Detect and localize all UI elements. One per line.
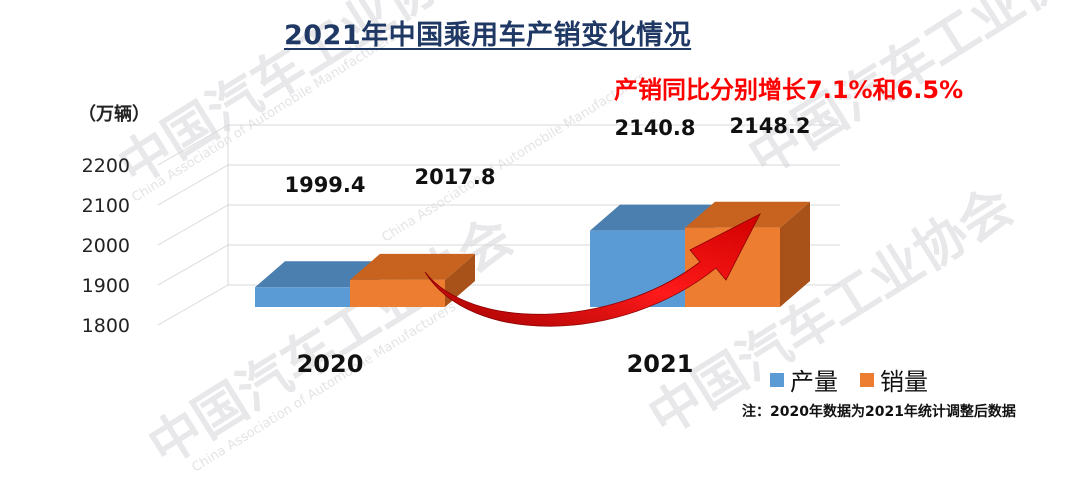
y-axis-unit-label: （万辆） (78, 104, 150, 125)
y-tick-label: 1800 (82, 315, 130, 337)
legend-swatch-sales (860, 372, 874, 387)
growth-callout: 产销同比分别增长7.1%和6.5% (614, 76, 964, 104)
bar-top (350, 253, 475, 280)
bar-chart: 2200 2100 2000 1900 1800 1999.4 2017.8 2140.8 2… (82, 114, 840, 378)
legend-label-sales: 销量 (880, 368, 928, 396)
data-label: 2017.8 (414, 165, 495, 189)
legend-label-production: 产量 (790, 368, 838, 396)
growth-arrow (424, 213, 761, 327)
x-category-label: 2021 (627, 350, 694, 378)
gridline (157, 164, 840, 206)
y-tick-label: 1900 (82, 275, 130, 297)
data-label: 2140.8 (614, 116, 695, 140)
data-label: 2148.2 (729, 114, 810, 138)
legend: 产量 销量 (770, 362, 928, 397)
bar-sales-2020 (350, 279, 445, 307)
footnote: 注：2020年数据为2021年统计调整后数据 (742, 404, 1016, 420)
bar-production-2020 (255, 287, 350, 307)
y-tick-label: 2100 (82, 195, 130, 217)
y-tick-label: 2200 (82, 155, 130, 177)
bar-side (780, 201, 810, 307)
bar-side (445, 253, 475, 307)
legend-swatch-production (770, 372, 784, 387)
chart-title: 2021年中国乘用车产销变化情况 (284, 20, 692, 51)
data-label: 1999.4 (284, 173, 365, 197)
bar-top (590, 204, 715, 231)
y-tick-label: 2000 (82, 235, 130, 257)
bar-top (685, 201, 810, 228)
bar-top (255, 261, 380, 288)
x-category-label: 2020 (297, 350, 364, 378)
